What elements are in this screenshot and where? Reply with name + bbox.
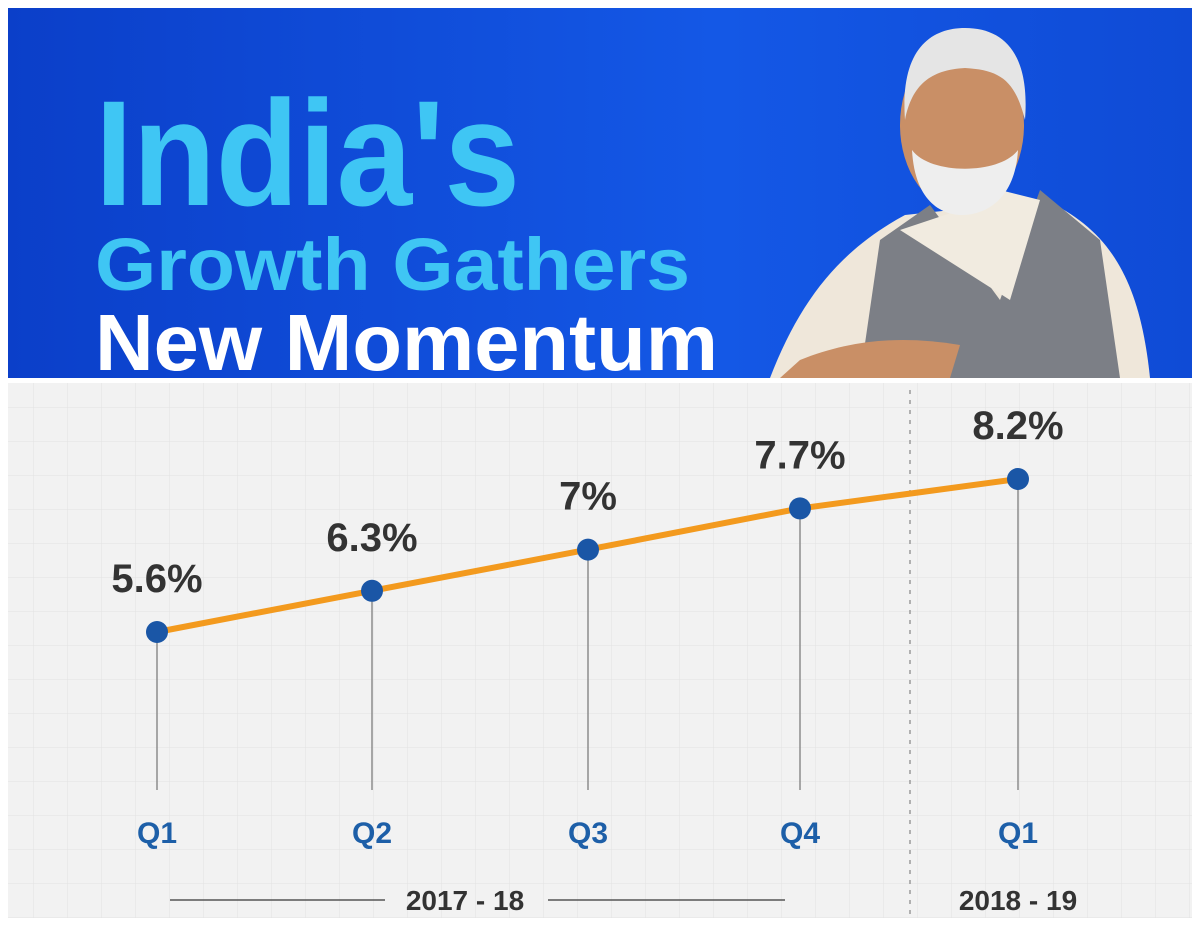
value-label: 6.3% [326, 516, 417, 560]
point [789, 497, 811, 520]
point [361, 579, 383, 602]
x-tick-label: Q1 [998, 817, 1038, 850]
portrait [770, 28, 1150, 378]
period-label: 2018 - 19 [959, 885, 1077, 916]
period-label: 2017 - 18 [406, 885, 524, 916]
x-tick-label: Q2 [352, 817, 392, 850]
chart-area [8, 383, 1192, 918]
value-label: 7% [559, 475, 617, 519]
x-tick-label: Q3 [568, 817, 608, 850]
title-line: India's [95, 69, 520, 237]
x-tick-label: Q4 [780, 817, 820, 850]
value-label: 8.2% [972, 404, 1063, 448]
point [146, 621, 168, 643]
value-label: 7.7% [754, 433, 845, 477]
point [1007, 468, 1029, 490]
value-label: 5.6% [111, 557, 202, 601]
point [577, 538, 599, 561]
title-line: Growth Gathers [95, 223, 690, 306]
title-line: New Momentum [95, 298, 718, 387]
x-tick-label: Q1 [137, 817, 177, 850]
